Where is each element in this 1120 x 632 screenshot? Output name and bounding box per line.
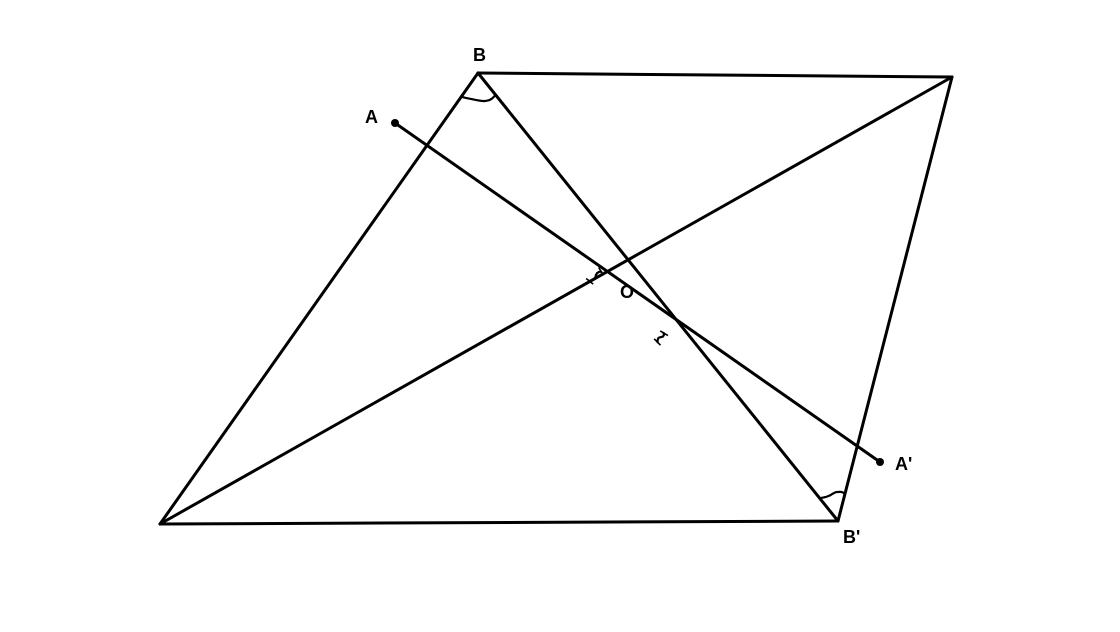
point-label: B' (843, 527, 860, 547)
angle-arcs-layer (459, 92, 846, 503)
angle-arc (461, 95, 495, 101)
point-dot (876, 458, 884, 466)
edges-layer (160, 73, 952, 524)
point-label: A' (895, 454, 912, 474)
edge (478, 73, 952, 77)
edge (160, 73, 478, 524)
angle-tick (844, 489, 846, 498)
edge (478, 73, 838, 521)
point-label: A (365, 107, 378, 127)
point-label: B (473, 45, 486, 65)
edge (160, 77, 952, 524)
edge (160, 521, 838, 524)
angle-arc (820, 492, 845, 499)
point-dot (391, 119, 399, 127)
labels-layer: B A O A' B' (365, 45, 912, 547)
angle-arc (658, 333, 664, 342)
point-label: O (620, 282, 634, 302)
geometry-diagram: B A O A' B' (0, 0, 1120, 632)
edge (395, 123, 880, 462)
